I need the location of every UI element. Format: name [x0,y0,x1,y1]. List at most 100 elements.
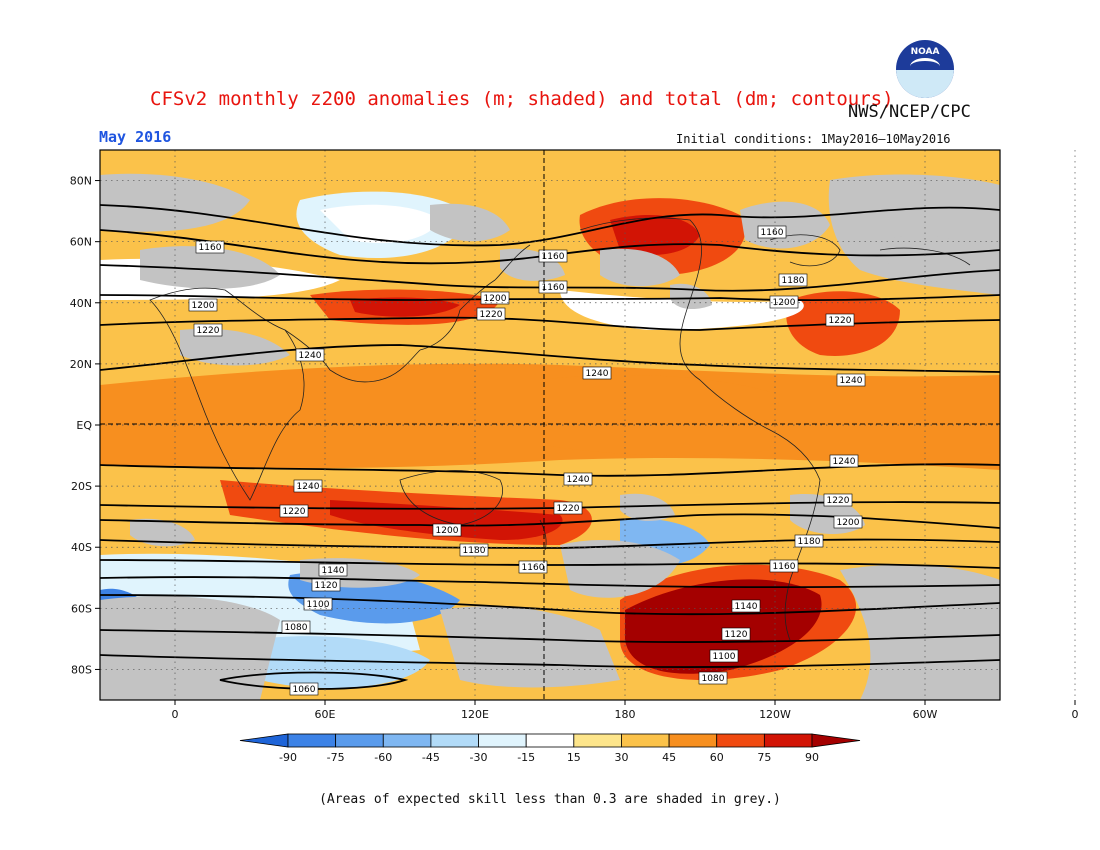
colorbar-swatch [716,733,765,748]
svg-text:1160: 1160 [542,283,565,293]
colorbar-tick-label: 30 [614,751,628,764]
svg-text:1100: 1100 [307,600,330,610]
month-label: May 2016 [99,128,172,146]
colorbar-tick-label: -30 [470,751,488,764]
colorbar-end-low [239,733,289,748]
contour-label: 1180 [794,534,824,548]
contour-label: 1200 [769,295,799,309]
colorbar-tick-label: 45 [662,751,676,764]
svg-text:1200: 1200 [192,301,215,311]
svg-text:1240: 1240 [299,351,322,361]
lon-tick-label: 120W [759,708,791,721]
contour-label: 1240 [836,373,866,387]
contour-label: 1200 [833,515,863,529]
svg-text:1220: 1220 [283,507,306,517]
contour-label: 1160 [769,559,799,573]
colorbar-swatch [525,733,575,748]
contour-label: 1220 [553,501,583,515]
contour-label: 1220 [279,504,309,518]
svg-text:1240: 1240 [840,376,863,386]
svg-text:1220: 1220 [480,310,503,320]
svg-text:1200: 1200 [436,526,459,536]
svg-text:1180: 1180 [798,537,821,547]
svg-text:1220: 1220 [829,316,852,326]
contour-label: 1140 [731,599,761,613]
colorbar-swatch [573,733,622,748]
noaa-logo: NOAA [896,40,954,98]
lat-tick-label: 80N [70,175,92,188]
logo-text: NOAA [910,47,940,57]
contour-labels: 1160 1200 1220 1240 1160 1160 1200 1220 … [188,225,866,696]
contour-label: 1160 [538,249,568,263]
initial-conditions: Initial conditions: 1May2016–10May2016 [676,132,951,146]
contour-label: 1240 [582,366,612,380]
colorbar-swatch [621,733,670,748]
colorbar-tick-label: 75 [757,751,771,764]
contour-label: 1220 [476,307,506,321]
agency-label: NWS/NCEP/CPC [848,102,971,122]
contour-label: 1200 [432,523,462,537]
contour-label: 1180 [459,543,489,557]
contour-label: 1220 [825,313,855,327]
contour-label: 1180 [778,273,808,287]
lat-tick-label: 20N [70,358,92,371]
contour-label: 1160 [538,280,568,294]
contour-label: 1200 [480,291,510,305]
colorbar-tick-label: 90 [805,751,819,764]
lon-tick-label: 60W [913,708,938,721]
axis-ticks: 80N 60N 40N 20N EQ 20S 40S 60S 80S 0 60E 120E 180 120… [70,175,1079,721]
contour-label: 1240 [829,454,859,468]
contour-label: 1080 [698,671,728,685]
svg-text:1160: 1160 [761,228,784,238]
colorbar-swatch [668,733,718,748]
svg-text:1080: 1080 [702,674,725,684]
low-skill-mask [100,173,1000,700]
colorbar-tick-label: -15 [517,751,535,764]
contour-label: 1100 [709,649,739,663]
svg-text:1080: 1080 [285,623,308,633]
colorbar-swatch [335,733,384,748]
svg-text:1160: 1160 [522,563,545,573]
contour-label: 1160 [518,560,548,574]
lon-tick-label: 120E [461,708,489,721]
chart-title: CFSv2 monthly z200 anomalies (m; shaded)… [150,88,894,110]
contour-label: 1100 [303,597,333,611]
footnote: (Areas of expected skill less than 0.3 a… [319,792,781,807]
svg-text:1200: 1200 [484,294,507,304]
lat-tick-label: 40N [70,297,92,310]
colorbar-tick-label: 15 [567,751,581,764]
contour-label: 1160 [195,240,225,254]
svg-text:1160: 1160 [199,243,222,253]
contour-label: 1240 [293,479,323,493]
lat-tick-label: 40S [71,541,92,554]
lon-tick-label: 0 [172,708,179,721]
svg-text:1200: 1200 [837,518,860,528]
svg-text:1160: 1160 [773,562,796,572]
colorbar-tick-label: -90 [279,751,297,764]
svg-text:1160: 1160 [542,252,565,262]
svg-text:1180: 1180 [782,276,805,286]
colorbar-end-high [811,733,861,748]
colorbar-tick-label: 60 [710,751,724,764]
colorbar-swatch [287,733,337,748]
colorbar-tick-label: -60 [374,751,392,764]
lat-tick-label: 60N [70,236,92,249]
svg-text:1220: 1220 [557,504,580,514]
svg-text:1240: 1240 [567,475,590,485]
svg-text:1240: 1240 [586,369,609,379]
contour-label: 1220 [193,323,223,337]
svg-text:1240: 1240 [833,457,856,467]
contour-label: 1240 [563,472,593,486]
colorbar: -90 -75 -60 -45 -30 -15 15 30 45 60 75 90 [239,733,861,764]
contour-label: 1220 [823,493,853,507]
contour-label: 1060 [289,682,319,696]
contour-label: 1080 [281,620,311,634]
svg-text:1220: 1220 [197,326,220,336]
contour-label: 1120 [311,578,341,592]
colorbar-swatch [382,733,432,748]
lon-tick-label: 60E [315,708,336,721]
lat-tick-label: EQ [76,419,92,432]
contour-label: 1240 [295,348,325,362]
lon-tick-label: 180 [615,708,636,721]
